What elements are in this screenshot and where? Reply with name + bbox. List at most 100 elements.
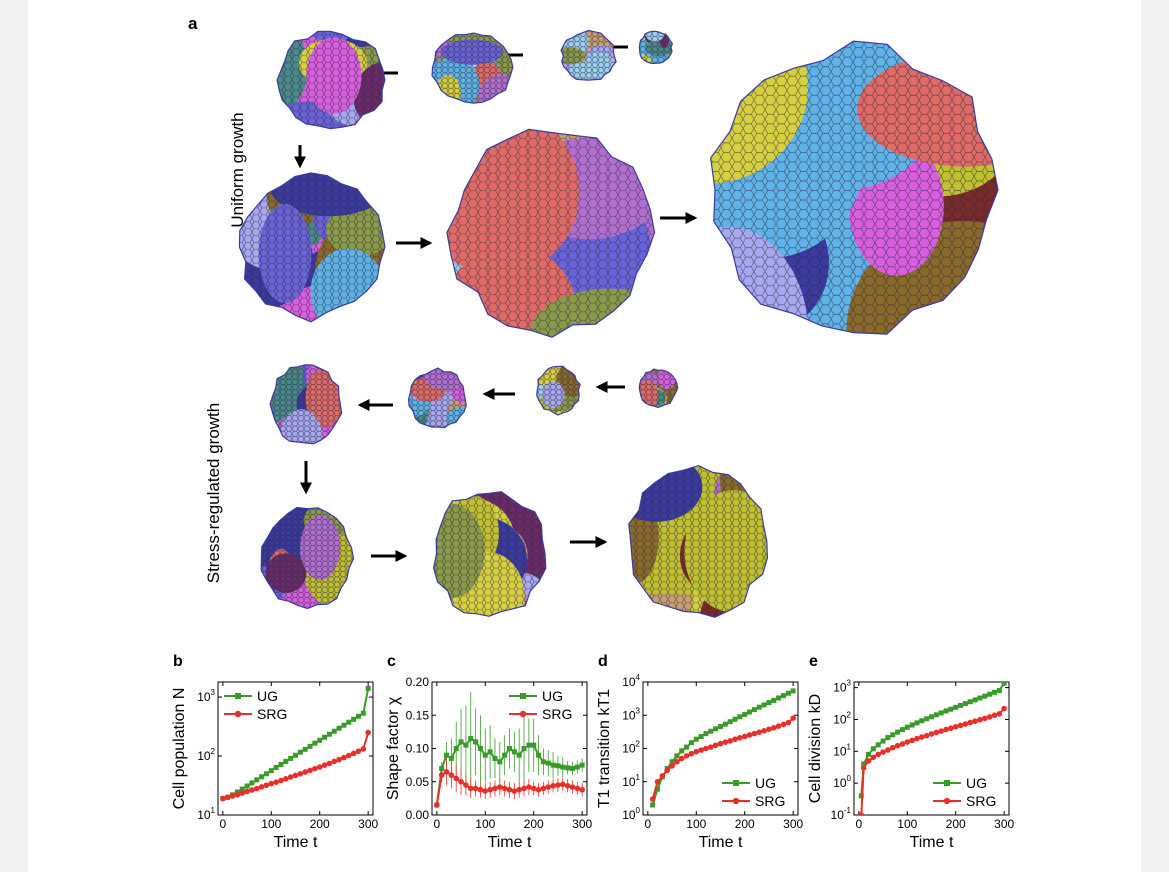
data-point <box>751 730 758 737</box>
data-point <box>448 772 455 778</box>
data-point <box>751 707 757 713</box>
data-point <box>472 785 479 792</box>
data-point <box>273 764 279 770</box>
data-point <box>972 697 978 703</box>
data-point <box>579 786 585 793</box>
data-point <box>545 784 552 790</box>
colony-stress-3 <box>638 368 679 409</box>
data-point <box>875 742 881 748</box>
data-point <box>336 725 342 731</box>
data-point <box>443 768 450 775</box>
data-point <box>909 722 915 728</box>
data-point <box>684 744 690 750</box>
data-point <box>727 738 733 744</box>
data-point <box>482 752 488 758</box>
panel-letter-a: a <box>188 14 198 33</box>
data-point <box>331 728 337 734</box>
data-point <box>453 775 460 782</box>
legend-label: SRG <box>966 793 996 809</box>
data-point <box>977 695 983 701</box>
data-point <box>860 765 867 771</box>
data-point <box>268 768 274 774</box>
data-point <box>579 762 585 768</box>
data-point <box>991 712 998 719</box>
data-point <box>737 714 743 720</box>
data-point <box>487 786 493 793</box>
data-point <box>785 719 792 726</box>
y-tick-label: 0.20 <box>406 675 430 689</box>
data-point <box>870 746 876 752</box>
data-point <box>564 782 571 789</box>
x-tick-label: 100 <box>897 817 917 831</box>
x-axis-label: Time t <box>910 834 954 851</box>
data-point <box>885 735 891 741</box>
y-axis-label: Shape factor χ <box>385 696 402 800</box>
data-point <box>991 689 997 695</box>
data-point <box>521 785 527 792</box>
data-point <box>761 728 767 734</box>
data-point <box>326 760 333 767</box>
data-point <box>703 745 709 752</box>
legend-entry-ug: UG <box>509 688 563 704</box>
data-point <box>870 754 877 761</box>
x-tick-label: 300 <box>358 817 378 831</box>
data-point <box>929 714 934 720</box>
data-point <box>302 746 308 752</box>
y-tick-label: 101 <box>197 806 215 822</box>
data-point <box>463 742 469 748</box>
data-point <box>458 739 464 745</box>
plot-frame <box>217 681 374 816</box>
data-point <box>776 695 782 701</box>
data-point <box>683 753 690 759</box>
colony-uniform-1 <box>431 32 514 104</box>
colony-stress-0 <box>269 364 343 445</box>
data-point <box>569 784 576 790</box>
data-point <box>497 759 503 765</box>
data-point <box>981 715 988 722</box>
data-point <box>351 716 357 722</box>
panel-letter-c: c <box>387 653 396 670</box>
colony-uniform-6 <box>710 40 999 335</box>
data-point <box>516 786 522 793</box>
data-point <box>360 710 366 716</box>
data-point <box>273 779 279 785</box>
panel-letter-d: d <box>598 653 608 670</box>
series-ug <box>220 685 371 802</box>
data-point <box>487 749 493 755</box>
data-point <box>679 748 685 754</box>
data-point <box>322 734 328 740</box>
data-point <box>268 780 275 787</box>
series-ug <box>858 682 1007 799</box>
x-axis-label: Time t <box>274 834 318 851</box>
data-point <box>678 755 685 762</box>
data-point <box>365 685 371 691</box>
data-point <box>307 743 313 749</box>
data-point <box>741 733 748 740</box>
data-point <box>521 746 527 751</box>
data-point <box>904 739 911 745</box>
data-point <box>507 746 512 751</box>
x-tick-label: 200 <box>735 817 755 831</box>
legend-entry-srg: SRG <box>224 706 287 722</box>
data-point <box>722 721 728 727</box>
data-point <box>482 788 489 794</box>
data-point <box>865 758 872 764</box>
series-line <box>222 688 370 800</box>
data-point <box>288 755 294 761</box>
data-point <box>962 721 969 727</box>
data-point <box>516 752 522 758</box>
data-point <box>506 786 513 793</box>
data-point <box>316 764 323 770</box>
y-tick-label: 0.00 <box>406 808 430 822</box>
data-point <box>664 767 671 774</box>
data-point <box>468 736 474 742</box>
data-point <box>756 704 762 710</box>
data-point <box>962 701 968 707</box>
data-point <box>292 772 299 779</box>
data-point <box>569 765 575 771</box>
data-point <box>438 772 445 778</box>
data-point <box>249 787 255 793</box>
colony-uniform-2 <box>560 29 617 81</box>
y-tick-label: 102 <box>622 740 640 756</box>
data-point <box>948 725 954 732</box>
